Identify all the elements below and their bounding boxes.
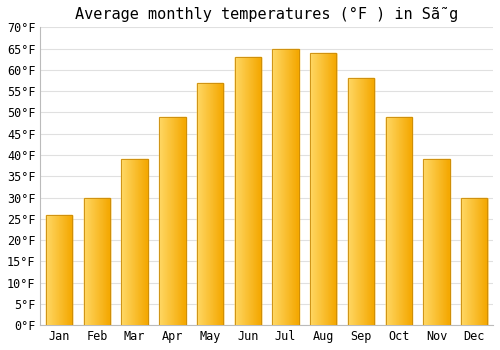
Bar bbox=[461, 197, 487, 325]
Bar bbox=[348, 78, 374, 325]
Bar bbox=[122, 159, 148, 325]
Bar bbox=[272, 49, 299, 325]
Bar bbox=[234, 57, 261, 325]
Bar bbox=[159, 117, 186, 325]
Bar bbox=[84, 197, 110, 325]
Bar bbox=[386, 117, 412, 325]
Bar bbox=[424, 159, 450, 325]
Bar bbox=[46, 215, 72, 325]
Bar bbox=[197, 83, 224, 325]
Title: Average monthly temperatures (°F ) in Sã˜g: Average monthly temperatures (°F ) in Sã… bbox=[75, 7, 458, 22]
Bar bbox=[310, 53, 336, 325]
